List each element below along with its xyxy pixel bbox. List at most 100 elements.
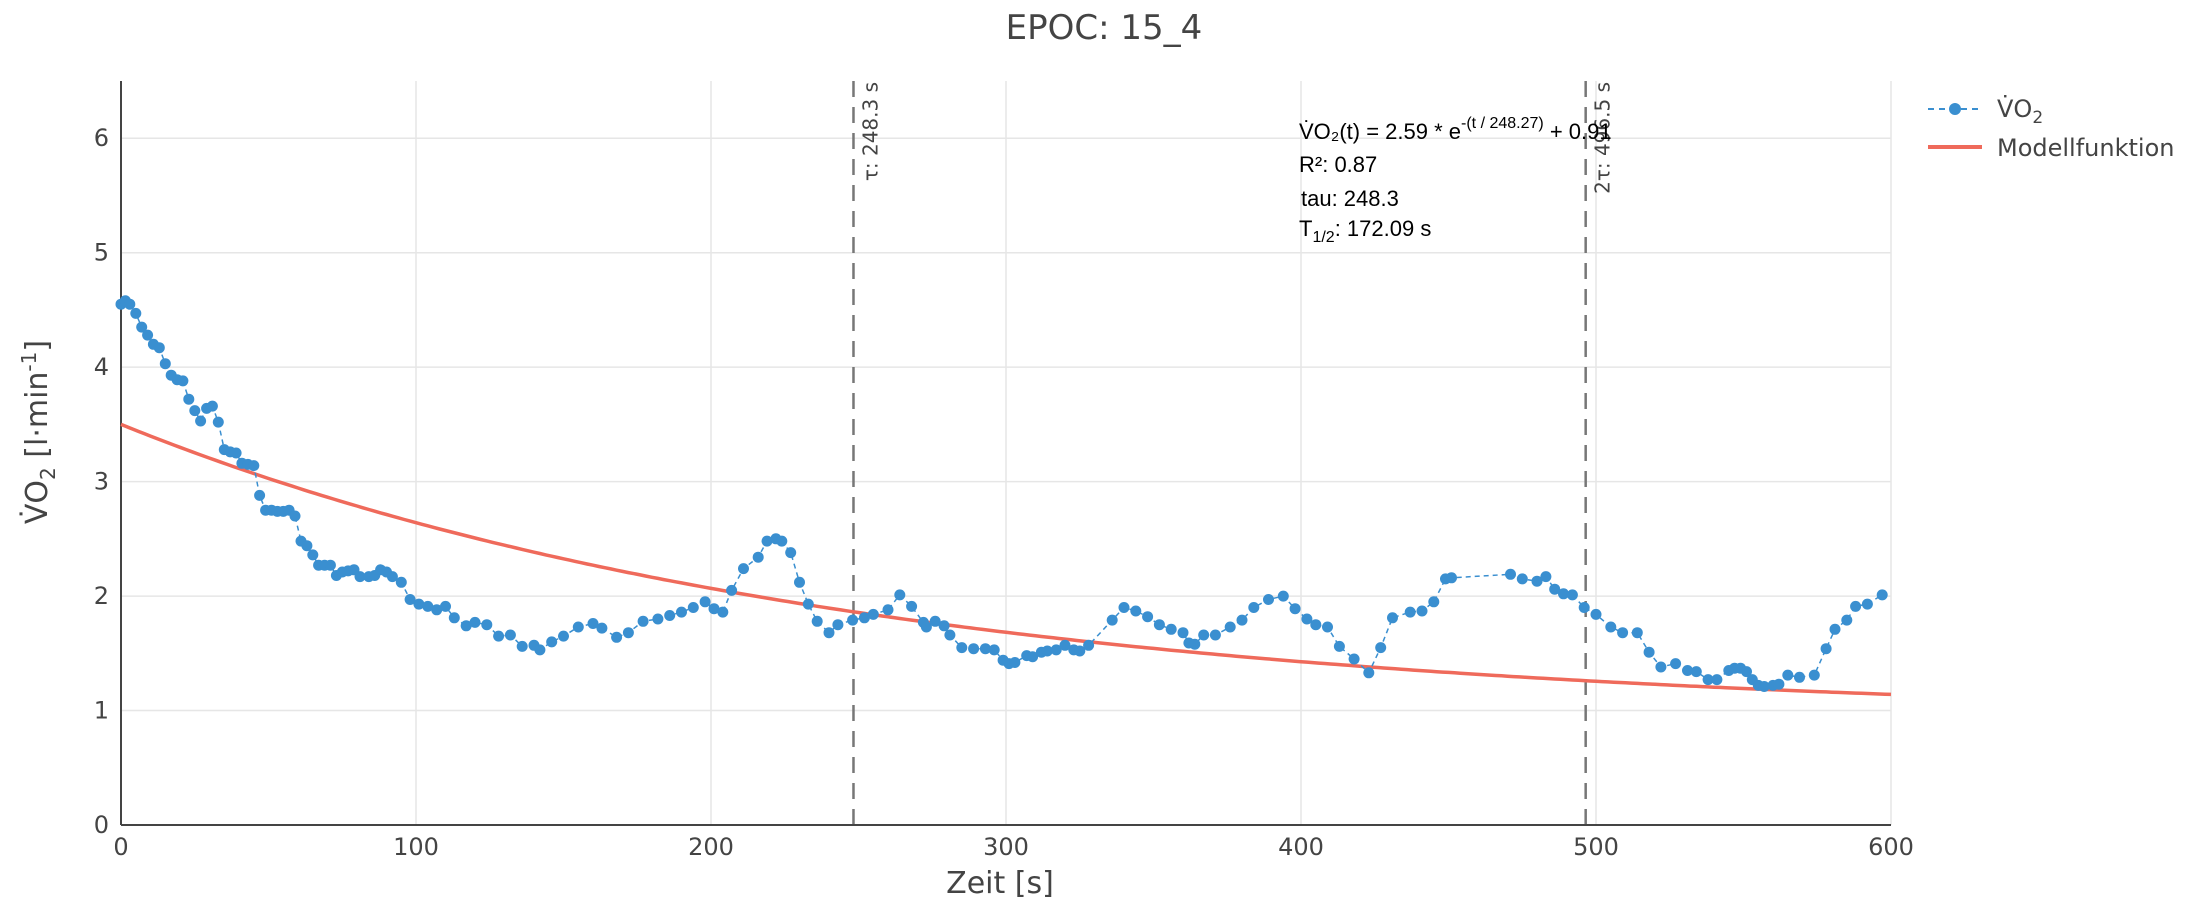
tau-annotation: tau: 248.3	[1301, 186, 1399, 211]
equation-tail: + 0.91	[1544, 119, 1612, 144]
vo2-point	[142, 329, 154, 341]
vo2-point	[1224, 621, 1236, 633]
vo2-point	[440, 600, 451, 612]
vo2-point	[611, 631, 623, 643]
vo2-point	[1209, 629, 1221, 641]
vo2-point	[413, 598, 425, 610]
vo2-point	[988, 644, 1000, 656]
vo2-point	[1590, 608, 1602, 620]
legend-vo2-marker	[1949, 103, 1961, 115]
vline-label: 2τ: 496.5 s	[1591, 82, 1615, 194]
legend-vo2-text: V̇O	[1997, 95, 2032, 123]
vo2-point	[1516, 573, 1528, 585]
y-tick-label: 4	[94, 353, 109, 381]
vo2-point	[956, 642, 968, 654]
vo2-point	[558, 630, 569, 642]
vo2-point	[920, 621, 932, 633]
vo2-point	[1702, 674, 1714, 686]
vo2-line	[120, 299, 1883, 688]
vo2-point	[493, 630, 505, 642]
y-tick-label: 1	[94, 697, 109, 725]
y-axis-title-sup: -1	[17, 352, 41, 372]
vo2-point	[785, 547, 797, 559]
vo2-point	[1142, 611, 1154, 623]
vo2-point	[1416, 605, 1428, 617]
half-life-value: : 172.09 s	[1335, 216, 1432, 241]
vo2-point	[1820, 643, 1832, 655]
vo2-point	[1841, 614, 1853, 626]
vo2-point	[1404, 606, 1416, 618]
vo2-point	[752, 551, 764, 563]
y-axis-title-sub: 2	[36, 467, 60, 480]
vo2-point	[823, 627, 835, 639]
vo2-point	[230, 447, 242, 459]
vo2-point	[1050, 644, 1062, 656]
vo2-point	[1505, 568, 1516, 580]
vo2-point	[516, 640, 528, 652]
x-axis-title: Zeit [s]	[946, 866, 1054, 900]
vo2-point	[395, 576, 407, 588]
vo2-point	[1558, 588, 1569, 600]
vo2-point	[1631, 627, 1643, 639]
vo2-point	[1578, 602, 1590, 613]
legend-item-model[interactable]: Modellfunktion	[1928, 134, 2174, 162]
legend: V̇O2 Modellfunktion	[1928, 95, 2174, 162]
vo2-point	[1850, 600, 1862, 612]
vo2-point	[587, 618, 599, 629]
y-axis-title-close: ]	[20, 340, 55, 352]
y-tick-label: 2	[94, 582, 109, 610]
vo2-point	[1794, 671, 1805, 683]
model-curve	[120, 422, 1892, 697]
vo2-point	[1009, 657, 1021, 668]
x-tick-label: 400	[1278, 833, 1324, 861]
vo2-point	[534, 644, 546, 656]
vo2-point	[153, 342, 165, 354]
vo2-point	[1711, 674, 1723, 686]
svg-text:V̇O2 [l·min-1]: V̇O2 [l·min-1]	[17, 340, 60, 524]
vo2-point	[622, 627, 634, 639]
x-tick-label: 0	[113, 833, 128, 861]
vo2-point	[1333, 640, 1345, 652]
vo2-point	[708, 603, 720, 615]
vo2-point	[858, 612, 870, 624]
vo2-point	[431, 604, 443, 616]
x-tick-label: 500	[1573, 833, 1619, 861]
vo2-point	[422, 600, 434, 612]
x-tick-label: 100	[393, 833, 439, 861]
legend-item-vo2[interactable]: V̇O2	[1928, 95, 2043, 128]
vo2-point	[802, 598, 814, 610]
vo2-point	[1617, 627, 1629, 639]
vo2-point	[1655, 661, 1667, 673]
half-life-annotation: T1/2: 172.09 s	[1299, 216, 1431, 246]
vo2-point	[1690, 666, 1702, 678]
chart-title: EPOC: 15_4	[1006, 8, 1203, 48]
half-life-label: T	[1299, 216, 1312, 241]
vo2-point	[1263, 594, 1274, 605]
vo2-point	[1310, 619, 1322, 631]
vo2-point	[206, 400, 218, 412]
y-axis-title-unit: [l·min	[20, 372, 55, 468]
vo2-point	[460, 620, 472, 632]
x-tick-label: 200	[688, 833, 734, 861]
vo2-point	[832, 619, 844, 631]
vo2-point	[469, 616, 481, 628]
axes: 0 100 200 300 400 500 600 0 1 2 3 4 5 6	[94, 81, 1914, 861]
half-life-sub: 1/2	[1312, 229, 1334, 246]
vo2-point	[1861, 598, 1873, 610]
vo2-point	[1782, 669, 1794, 681]
vo2-point	[687, 602, 699, 613]
vo2-point	[906, 600, 918, 612]
vo2-point	[717, 606, 729, 618]
vo2-point	[929, 615, 941, 627]
equation-exponent: -(t / 248.27)	[1461, 115, 1544, 132]
x-tick-label: 300	[983, 833, 1029, 861]
model-series	[120, 422, 1892, 697]
vo2-point	[1236, 614, 1248, 626]
vo2-point	[159, 358, 171, 370]
vo2-point	[307, 549, 319, 561]
vo2-point	[448, 612, 460, 624]
vo2-point	[1059, 639, 1071, 651]
vo2-point	[938, 620, 950, 632]
vo2-point	[481, 619, 493, 631]
marker-lines: τ: 248.3 s 2τ: 496.5 s	[852, 81, 1615, 825]
